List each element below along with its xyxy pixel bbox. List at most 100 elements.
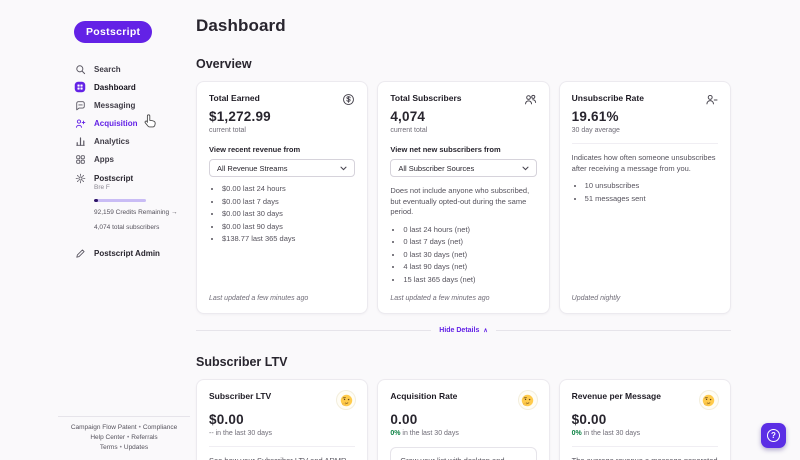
metric-description: See how your Subscriber LTV and ARMR sta… [209,456,355,460]
credits-remaining-link[interactable]: 92,159 Credits Remaining → [94,209,178,216]
footer-link-updates[interactable]: Updates [123,444,149,451]
metric-bullet-list: $0.00 last 24 hours $0.00 last 7 days $0… [209,184,355,247]
card-subscriber-ltv: Subscriber LTV $0.00 -- in the last 30 d… [196,379,369,460]
bullet-item: $0.00 last 7 days [222,197,355,206]
subvalue-text: in the last 30 days [400,430,459,437]
footer-link-referrals[interactable]: Referrals [131,434,158,441]
credits-progress-fill [94,199,99,202]
thinking-face-emoji-icon [699,391,718,409]
popups-promo-box: Grow your list with desktop and mobile p… [390,447,537,460]
metric-bullet-list: 0 last 24 hours (net) 0 last 7 days (net… [390,225,536,288]
thinking-face-emoji-icon [337,391,356,409]
sidebar-item-dashboard[interactable]: Dashboard [74,78,192,96]
hide-details-link[interactable]: Hide Details ∧ [439,327,487,334]
sidebar-item-label: Postscript Admin [94,248,160,258]
metric-subvalue: 30 day average [571,127,620,134]
metric-subvalue: 0% in the last 30 days [390,430,536,437]
chat-bubble-icon [74,100,86,111]
divider [209,446,356,447]
overview-heading: Overview [196,57,252,71]
footer-link-compliance[interactable]: Compliance [142,424,178,431]
metric-subvalue: current total [390,127,428,134]
metric-value: $0.00 [571,412,607,427]
bullet-item: 4 last 90 days (net) [403,262,536,271]
card-title: Unsubscribe Rate [571,93,644,103]
sidebar-item-acquisition[interactable]: Acquisition [74,114,192,132]
footer-link-campaign-flow-patent[interactable]: Campaign Flow Patent [70,424,137,431]
sidebar-footer: Campaign Flow Patent • Compliance Help Cen… [58,416,190,453]
shop-settings-item[interactable]: Postscript [74,169,192,187]
card-title: Subscriber LTV [209,391,272,401]
postscript-logo[interactable]: Postscript [74,21,153,43]
sidebar-item-label: Acquisition [94,118,138,128]
delta-positive: 0% [390,430,401,437]
main-content: Dashboard Overview Total Earned $1,272.9… [196,0,732,460]
ltv-cards: Subscriber LTV $0.00 -- in the last 30 d… [196,379,731,460]
sidebar-nav: Search Dashboard Messaging Acquisition [74,60,192,168]
metric-value: $0.00 [209,412,244,427]
help-button[interactable]: ? [761,423,786,448]
bullet-item: $0.00 last 90 days [222,222,355,231]
sidebar-item-label: Dashboard [94,82,136,92]
metric-bullet-list: 10 unsubscribes 51 messages sent [572,181,718,206]
sidebar-item-search[interactable]: Search [74,60,192,78]
bullet-item: 10 unsubscribes [585,181,718,190]
divider [571,143,718,144]
coin-dollar-icon [342,93,355,106]
shop-user: Bre F [94,184,110,191]
users-icon [524,93,537,106]
select-value: All Revenue Streams [217,163,288,173]
metric-subvalue: 0% in the last 30 days [572,430,718,437]
sidebar-item-postscript-admin[interactable]: Postscript Admin [74,244,192,262]
card-unsubscribe-rate: Unsubscribe Rate 19.61% 30 day average I… [558,81,731,314]
select-label: View net new subscribers from [390,145,501,154]
credits-progress-bar [94,199,146,202]
sidebar-item-apps[interactable]: Apps [74,150,192,168]
footer-separator: • [119,444,122,451]
metric-subvalue: current total [209,127,246,134]
footer-link-terms[interactable]: Terms [99,444,118,451]
card-acquisition-rate: Acquisition Rate 0.00 0% in the last 30 … [377,379,550,460]
bullet-item: $138.77 last 365 days [222,234,355,243]
select-value: All Subscriber Sources [398,163,475,173]
subscriber-source-select[interactable]: All Subscriber Sources [390,159,537,177]
card-title: Total Subscribers [390,93,462,103]
metric-value: 4,074 [390,109,426,124]
apps-grid-icon [74,154,86,165]
hide-details-row: Hide Details ∧ [196,327,732,334]
sidebar-item-label: Messaging [94,100,136,110]
divider [571,446,718,447]
subscriber-ltv-heading: Subscriber LTV [196,355,288,369]
last-updated-label: Last updated a few minutes ago [390,295,490,302]
bullet-item: $0.00 last 30 days [222,209,355,218]
select-label: View recent revenue from [209,145,301,154]
card-title: Revenue per Message [571,391,661,401]
sidebar-item-analytics[interactable]: Analytics [74,132,192,150]
card-title: Acquisition Rate [390,391,458,401]
sidebar-item-label: Search [94,64,121,74]
footer-link-help-center[interactable]: Help Center [90,434,126,441]
promo-text: Grow your list with desktop and mobile p… [400,456,526,460]
chevron-down-icon [340,166,347,171]
overview-cards: Total Earned $1,272.99 current total Vie… [196,81,731,314]
divider [495,330,732,331]
card-total-subscribers: Total Subscribers 4,074 current total Vi… [377,81,550,314]
revenue-stream-select[interactable]: All Revenue Streams [209,159,356,177]
hide-details-label: Hide Details [439,327,480,334]
metric-description: Does not include anyone who subscribed, … [390,186,530,216]
user-minus-icon [705,93,718,106]
sidebar-item-messaging[interactable]: Messaging [74,96,192,114]
metric-subvalue: -- in the last 30 days [209,430,273,437]
updated-nightly-label: Updated nightly [571,295,621,302]
sidebar-item-label: Apps [94,154,114,164]
subvalue-text: in the last 30 days [581,430,641,437]
search-icon [74,64,86,75]
card-title: Total Earned [209,93,260,103]
bullet-item: 0 last 7 days (net) [403,237,536,246]
metric-value: 19.61% [571,109,619,124]
bullet-item: 0 last 24 hours (net) [403,225,536,234]
card-revenue-per-message: Revenue per Message $0.00 0% in the last… [558,379,731,460]
thinking-face-emoji-icon [518,391,537,409]
sidebar: Postscript Search Dashboard Messaging [0,0,196,460]
chevron-up-icon: ∧ [483,328,488,334]
